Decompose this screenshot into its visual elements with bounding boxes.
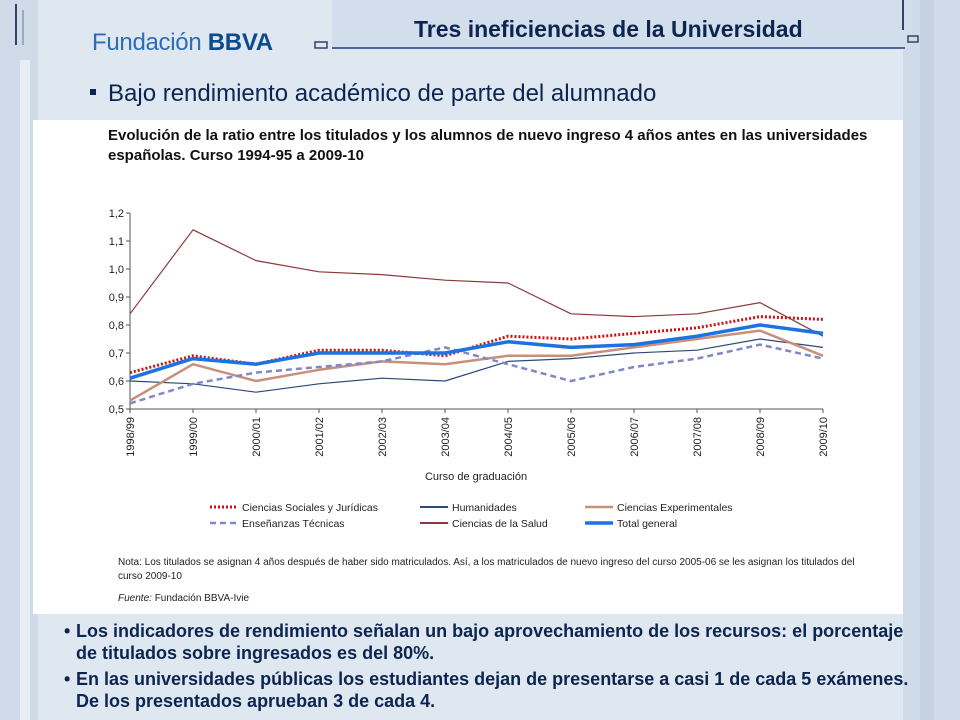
x-tick-label: 2004/05 [503,417,515,457]
section-subtitle: Bajo rendimiento académico de parte del … [108,80,657,107]
series-line-salud [129,229,824,337]
y-tick-label: 1,2 [109,208,124,220]
x-tick-label: 2001/02 [314,417,326,457]
source-label: Fuente: [118,593,152,604]
y-tick-label: 0,5 [109,404,124,416]
bullet-item: • En las universidades públicas los estud… [64,669,909,711]
series-line-experimentales [129,329,824,402]
chart-note: Nota: Los titulados se asignan 4 años de… [118,557,855,582]
series-line-total [129,323,824,380]
y-tick-label: 0,8 [109,320,124,332]
series-line-humanidades [129,338,824,393]
square-bullet-icon [90,89,96,95]
y-tick-label: 0,9 [109,292,124,304]
chart-source: Fuente: Fundación BBVA-Ivie [118,593,249,604]
slide-title: Tres ineficiencias de la Universidad [414,16,803,42]
bullet-item: • Los indicadores de rendimiento señalan … [64,621,904,663]
y-tick-label: 0,6 [109,376,124,388]
y-tick-label: 1,1 [109,236,124,248]
legend-label-salud: Ciencias de la Salud [452,518,548,530]
x-tick-label: 2003/04 [440,417,452,457]
bullet-list: • Los indicadores de rendimiento señalan … [58,620,918,716]
x-tick-label: 1999/00 [188,417,200,457]
x-tick-label: 2007/08 [692,417,704,457]
x-tick-label: 1998/99 [125,417,137,457]
legend-label-total: Total general [617,518,677,530]
x-tick-label: 2000/01 [251,417,263,457]
x-tick-label: 2006/07 [629,417,641,457]
x-axis-label: Curso de graduación [425,471,527,483]
series-line-tecnicas [129,343,824,405]
x-tick-label: 2005/06 [566,417,578,457]
chart-panel [33,120,903,614]
legend-label-sociales: Ciencias Sociales y Jurídicas [242,502,378,514]
legend-label-tecnicas: Enseñanzas Técnicas [242,518,345,530]
fundacion-bbva-logo: Fundación BBVA [92,29,273,56]
bullet-dot-icon: • [64,669,71,689]
x-tick-label: 2002/03 [377,417,389,457]
legend-label-experimentales: Ciencias Experimentales [617,502,733,514]
legend-label-humanidades: Humanidades [452,502,517,514]
x-tick-label: 2008/09 [755,417,767,457]
source-text: Fundación BBVA-Ivie [154,593,250,604]
y-tick-label: 0,7 [109,348,124,360]
series-line-sociales [129,315,824,375]
x-tick-label: 2009/10 [818,417,830,457]
y-tick-label: 1,0 [109,264,124,276]
bullet-dot-icon: • [64,621,71,641]
chart-title: Evolución de la ratio entre los titulado… [108,127,868,164]
